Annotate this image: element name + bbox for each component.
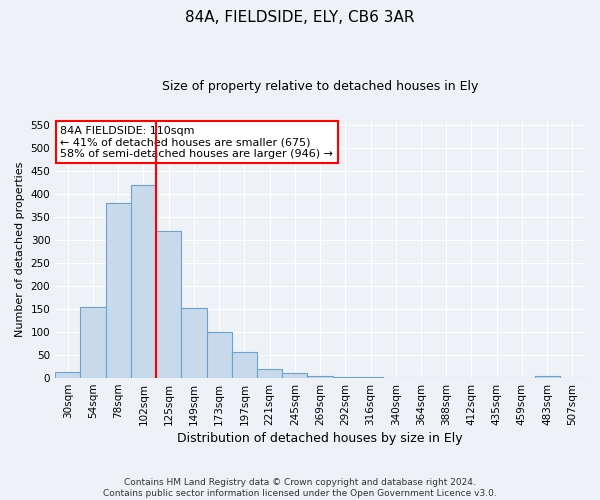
Text: Contains HM Land Registry data © Crown copyright and database right 2024.
Contai: Contains HM Land Registry data © Crown c… — [103, 478, 497, 498]
Y-axis label: Number of detached properties: Number of detached properties — [15, 162, 25, 337]
Text: 84A FIELDSIDE: 110sqm
← 41% of detached houses are smaller (675)
58% of semi-det: 84A FIELDSIDE: 110sqm ← 41% of detached … — [61, 126, 334, 159]
Bar — [80, 307, 106, 378]
Bar — [156, 231, 181, 378]
Bar — [257, 370, 282, 378]
Bar — [535, 376, 560, 378]
Text: 84A, FIELDSIDE, ELY, CB6 3AR: 84A, FIELDSIDE, ELY, CB6 3AR — [185, 10, 415, 25]
Bar — [282, 374, 307, 378]
Bar — [358, 377, 383, 378]
Bar — [131, 185, 156, 378]
Bar — [181, 308, 206, 378]
Bar — [55, 372, 80, 378]
Bar — [332, 376, 358, 378]
Bar — [232, 352, 257, 378]
Bar — [106, 204, 131, 378]
Title: Size of property relative to detached houses in Ely: Size of property relative to detached ho… — [162, 80, 478, 93]
Bar — [307, 376, 332, 378]
Bar — [206, 332, 232, 378]
X-axis label: Distribution of detached houses by size in Ely: Distribution of detached houses by size … — [177, 432, 463, 445]
